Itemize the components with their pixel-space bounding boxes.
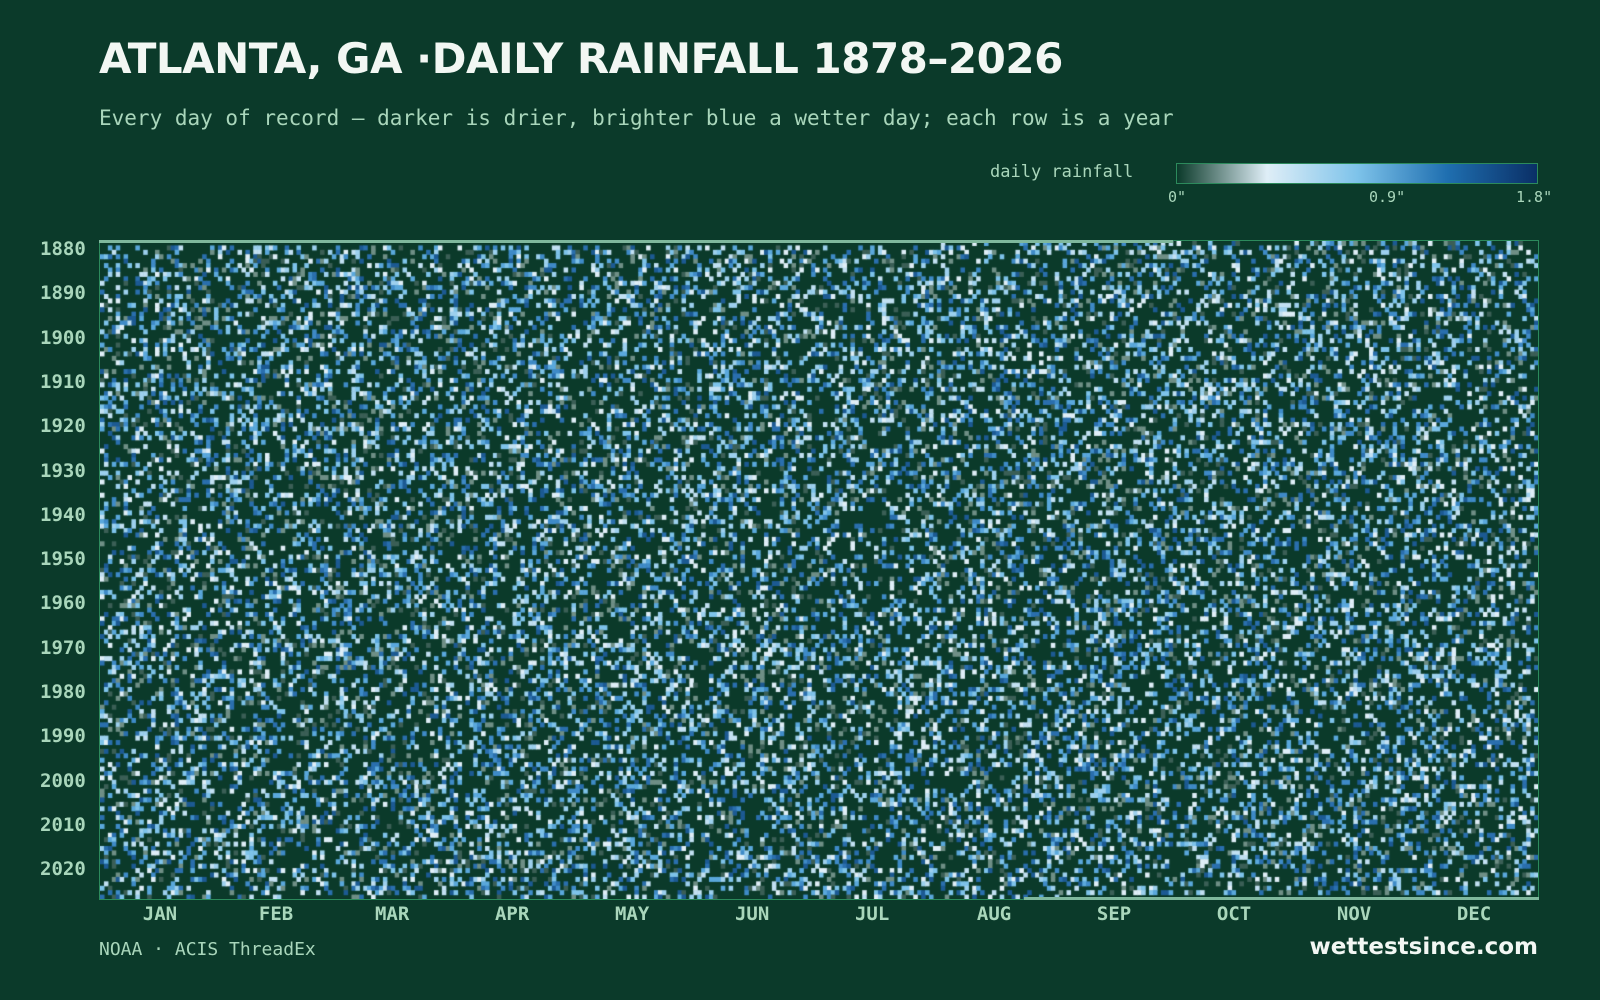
heatmap-plot-area xyxy=(99,240,1539,900)
y-tick-label: 1910 xyxy=(40,370,86,393)
y-tick-label: 1920 xyxy=(40,415,86,438)
brand-link[interactable]: wettestsince.com xyxy=(1309,934,1538,960)
data-source: NOAA · ACIS ThreadEx xyxy=(99,939,316,960)
y-tick-label: 1900 xyxy=(40,326,86,349)
legend-tick-mid: 0.9" xyxy=(1369,188,1406,206)
chart-title: ATLANTA, GA ·DAILY RAINFALL 1878–2026 xyxy=(99,34,1063,83)
y-tick-label: 1890 xyxy=(40,282,86,305)
x-tick-label: NOV xyxy=(1336,903,1372,925)
x-tick-label: MAY xyxy=(614,903,650,925)
y-tick-label: 1930 xyxy=(40,459,86,482)
chart-subtitle: Every day of record — darker is drier, b… xyxy=(99,106,1174,130)
x-tick-label: APR xyxy=(494,903,530,925)
x-tick-label: OCT xyxy=(1216,903,1252,925)
legend-tick-max: 1.8" xyxy=(1516,188,1553,206)
x-tick-label: JAN xyxy=(142,903,178,925)
x-tick-label: AUG xyxy=(976,903,1012,925)
x-tick-label: DEC xyxy=(1456,903,1492,925)
legend-tick-min: 0" xyxy=(1168,188,1187,206)
y-tick-label: 1990 xyxy=(40,725,86,748)
y-tick-label: 2010 xyxy=(40,813,86,836)
legend-label: daily rainfall xyxy=(990,162,1134,182)
y-tick-label: 1940 xyxy=(40,503,86,526)
x-tick-label: JUL xyxy=(854,903,890,925)
y-tick-label: 2000 xyxy=(40,769,86,792)
heatmap-cells xyxy=(100,241,1538,899)
x-tick-label: MAR xyxy=(374,903,410,925)
x-tick-label: JUN xyxy=(734,903,770,925)
y-tick-label: 1880 xyxy=(40,238,86,261)
record-end-edge xyxy=(1024,897,1539,900)
y-tick-label: 1970 xyxy=(40,636,86,659)
record-start-edge xyxy=(99,240,1173,243)
y-tick-label: 1980 xyxy=(40,681,86,704)
x-tick-label: FEB xyxy=(258,903,294,925)
y-tick-label: 2020 xyxy=(40,858,86,881)
y-tick-label: 1950 xyxy=(40,548,86,571)
legend-color-bar xyxy=(1176,163,1538,184)
x-tick-label: SEP xyxy=(1096,903,1132,925)
y-tick-label: 1960 xyxy=(40,592,86,615)
